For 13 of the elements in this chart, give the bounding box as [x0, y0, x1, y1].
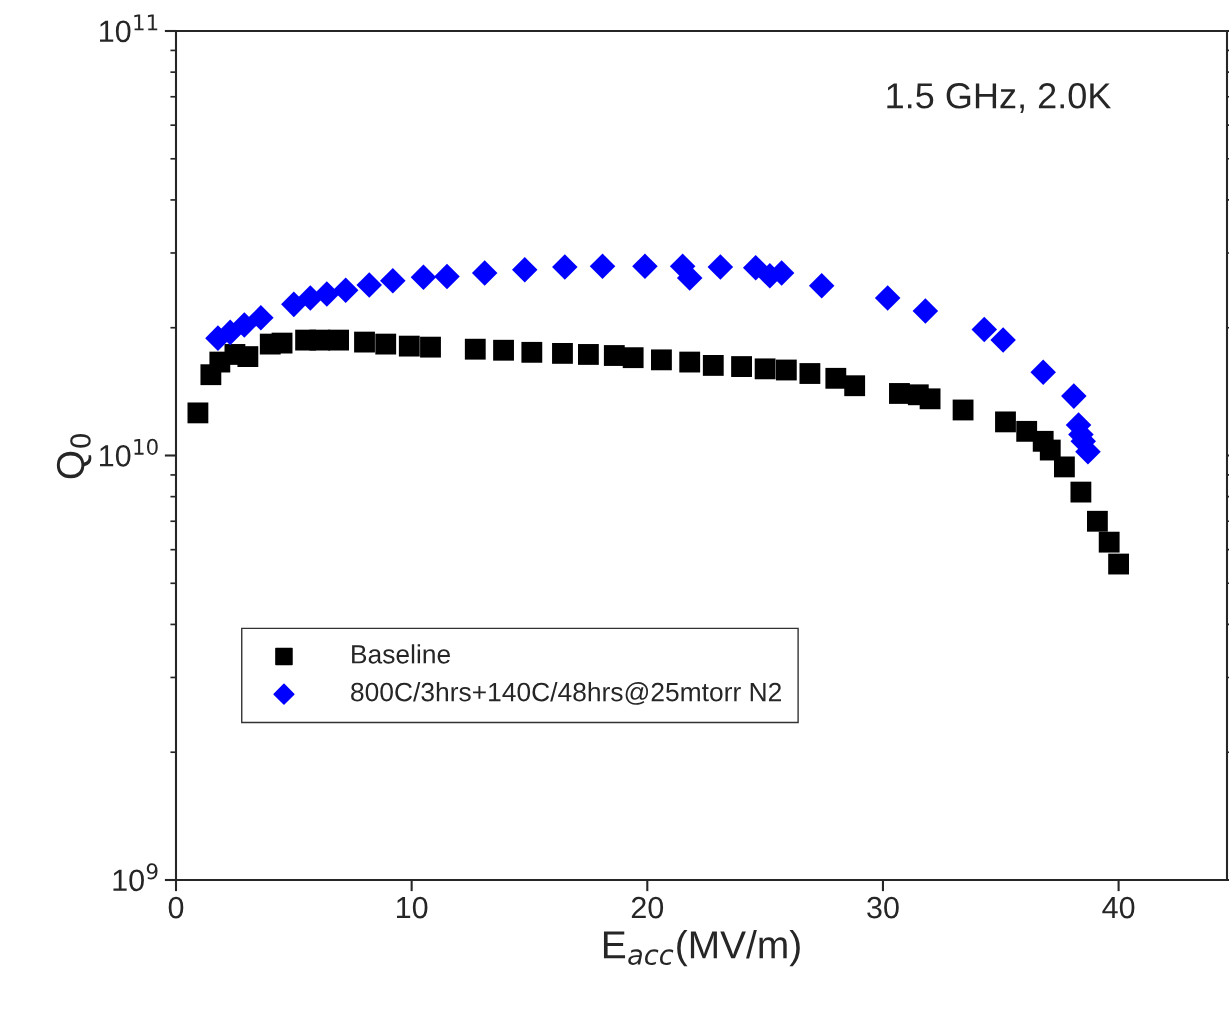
- y-tick-label: 10$^{10}$: [100, 438, 158, 467]
- x-tick-label: 30: [867, 896, 899, 919]
- legend-label: Baseline: [352, 644, 450, 664]
- annotation: 1.5 GHz, 2.0K: [887, 83, 1111, 113]
- x-tick-label: 0: [168, 896, 184, 919]
- x-tick-label: 20: [631, 896, 664, 919]
- y-tick-label: 10$^{9}$: [113, 863, 158, 892]
- x-tick-label: 10: [396, 896, 428, 919]
- y-axis-title: Q$_{0}$: [56, 434, 92, 479]
- legend-label: 800C/3hrs+140C/48hrs@25mtorr N2: [351, 682, 781, 705]
- x-axis-title: E$_{acc}$(MV/m): [603, 930, 800, 967]
- x-tick-label: 40: [1102, 896, 1135, 919]
- y-tick-label: 10$^{11}$: [100, 14, 158, 43]
